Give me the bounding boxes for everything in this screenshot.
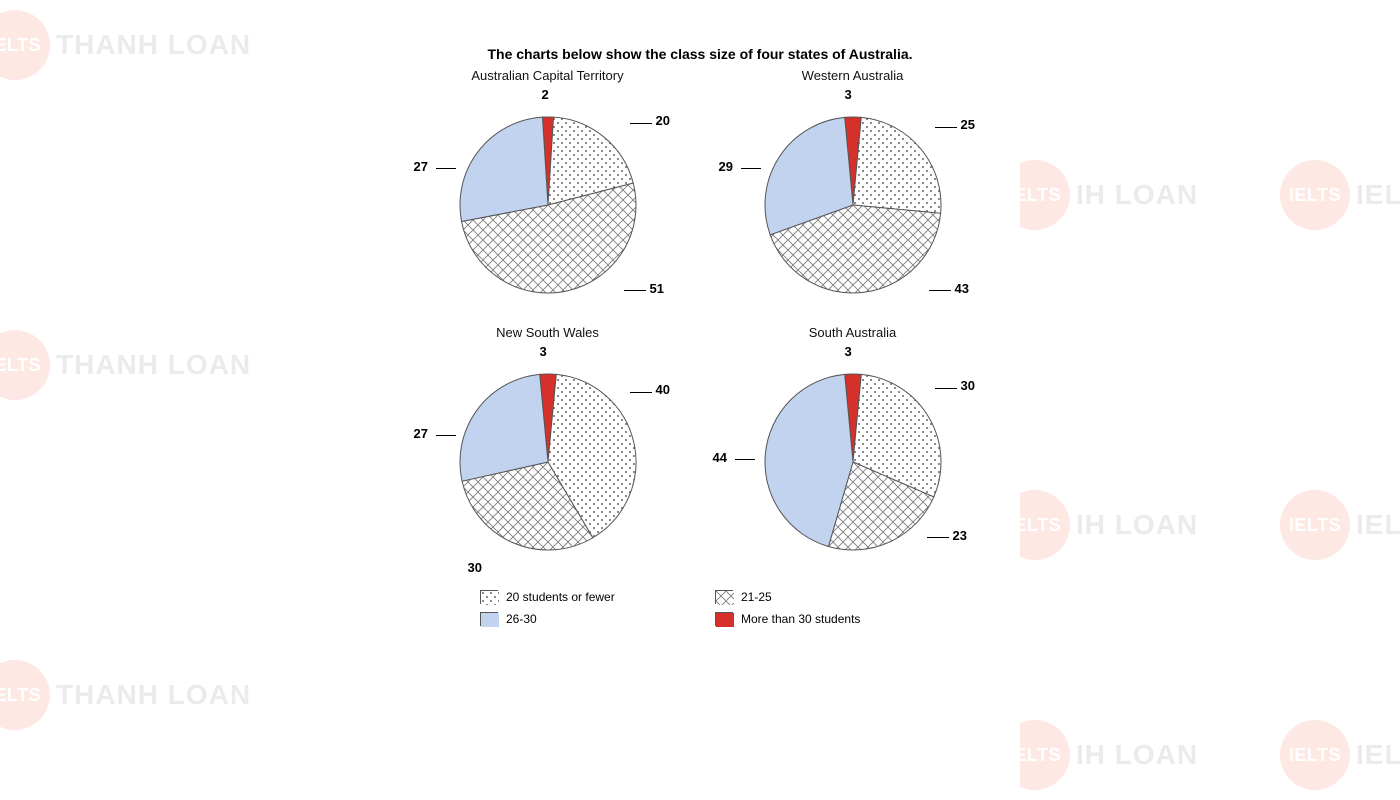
- pie-chart: [408, 85, 688, 325]
- pie-slice-26_30: [460, 117, 548, 221]
- pie-chart: [713, 342, 993, 582]
- chart-title: New South Wales: [400, 325, 695, 340]
- chart-wrap: 3 40 30 27: [408, 342, 688, 582]
- slice-label: 23: [953, 528, 967, 543]
- slice-label: 40: [656, 382, 670, 397]
- slice-label: 30: [468, 560, 482, 575]
- slice-label: 3: [540, 344, 547, 359]
- leader-line: [436, 168, 456, 169]
- legend-swatch: [480, 590, 498, 604]
- slice-label: 3: [845, 87, 852, 102]
- leader-line: [735, 459, 755, 460]
- leader-line: [630, 123, 652, 124]
- legend-item: 20 students or fewer: [480, 590, 685, 604]
- pie-slice-26_30: [460, 374, 548, 481]
- slice-label: 3: [845, 344, 852, 359]
- slice-label: 2: [542, 87, 549, 102]
- leader-line: [929, 290, 951, 291]
- slice-label: 27: [414, 426, 428, 441]
- slice-label: 29: [719, 159, 733, 174]
- slice-label: 51: [650, 281, 664, 296]
- chart-wrap: 3 30 23 44: [713, 342, 993, 582]
- chart-cell: Australian Capital Territory 2 20 51 27: [400, 68, 695, 325]
- chart-wrap: 2 20 51 27: [408, 85, 688, 325]
- chart-title: Australian Capital Territory: [400, 68, 695, 83]
- legend-label: 26-30: [506, 612, 537, 626]
- chart-cell: New South Wales 3 40 30 27: [400, 325, 695, 582]
- legend-swatch: [715, 612, 733, 626]
- panel-title: The charts below show the class size of …: [400, 46, 1000, 62]
- chart-panel: The charts below show the class size of …: [380, 38, 1020, 800]
- legend-item: 21-25: [715, 590, 920, 604]
- pie-slice-fewer20: [853, 117, 941, 213]
- legend-label: More than 30 students: [741, 612, 860, 626]
- legend-swatch: [715, 590, 733, 604]
- slice-label: 20: [656, 113, 670, 128]
- chart-wrap: 3 25 43 29: [713, 85, 993, 325]
- chart-grid: Australian Capital Territory 2 20 51 27 West…: [400, 68, 1000, 582]
- pie-chart: [408, 342, 688, 582]
- pie-chart: [713, 85, 993, 325]
- leader-line: [624, 290, 646, 291]
- slice-label: 25: [961, 117, 975, 132]
- chart-cell: South Australia 3 30 23 44: [705, 325, 1000, 582]
- slice-label: 30: [961, 378, 975, 393]
- legend-item: More than 30 students: [715, 612, 920, 626]
- leader-line: [927, 537, 949, 538]
- legend: 20 students or fewer 21-25 26-30: [480, 590, 920, 626]
- chart-title: South Australia: [705, 325, 1000, 340]
- content-area: The charts below show the class size of …: [0, 0, 1400, 800]
- legend-label: 21-25: [741, 590, 772, 604]
- slice-label: 44: [713, 450, 727, 465]
- slice-label: 43: [955, 281, 969, 296]
- chart-cell: Western Australia 3 25 43 29: [705, 68, 1000, 325]
- leader-line: [630, 392, 652, 393]
- chart-title: Western Australia: [705, 68, 1000, 83]
- slice-label: 27: [414, 159, 428, 174]
- legend-swatch: [480, 612, 498, 626]
- leader-line: [741, 168, 761, 169]
- leader-line: [935, 388, 957, 389]
- leader-line: [436, 435, 456, 436]
- leader-line: [935, 127, 957, 128]
- legend-label: 20 students or fewer: [506, 590, 615, 604]
- legend-item: 26-30: [480, 612, 685, 626]
